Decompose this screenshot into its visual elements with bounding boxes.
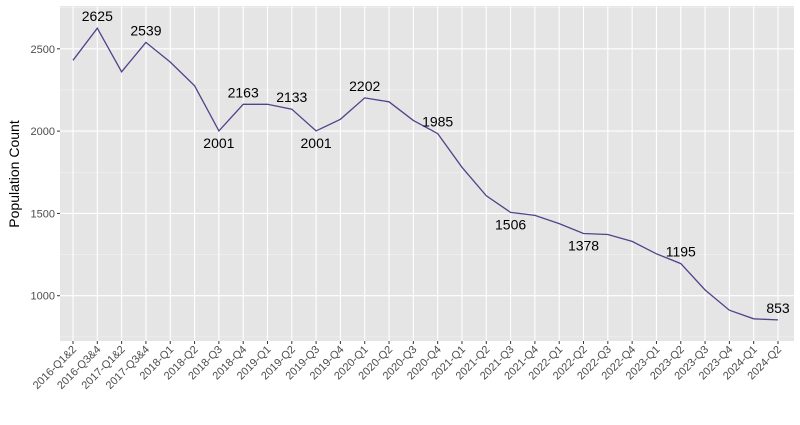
y-tick-label: 1500: [31, 208, 55, 220]
data-label: 2133: [276, 89, 307, 105]
y-axis-title: Population Count: [6, 120, 22, 228]
data-label: 2625: [82, 8, 113, 24]
plot-panel: [60, 6, 794, 341]
data-label: 2163: [228, 84, 259, 100]
data-label-layer: 2625 2539 2001 2163 2133 2001 2202 1985 1506 1378…: [82, 8, 790, 316]
data-label: 2001: [203, 135, 234, 151]
grid-layer: [60, 6, 794, 341]
data-label: 853: [766, 300, 790, 316]
y-tick-label: 2000: [31, 126, 55, 138]
data-label: 1985: [422, 114, 453, 130]
data-label: 1195: [666, 244, 696, 260]
data-label: 1378: [568, 238, 599, 254]
data-label: 2001: [301, 135, 332, 151]
series-line: [72, 27, 779, 321]
data-label: 1506: [495, 216, 526, 232]
series-layer: [72, 27, 779, 321]
y-tick-label: 1000: [31, 291, 55, 303]
data-label: 2539: [130, 22, 161, 38]
y-tick-label: 2500: [31, 44, 55, 56]
data-label: 2202: [349, 78, 380, 94]
